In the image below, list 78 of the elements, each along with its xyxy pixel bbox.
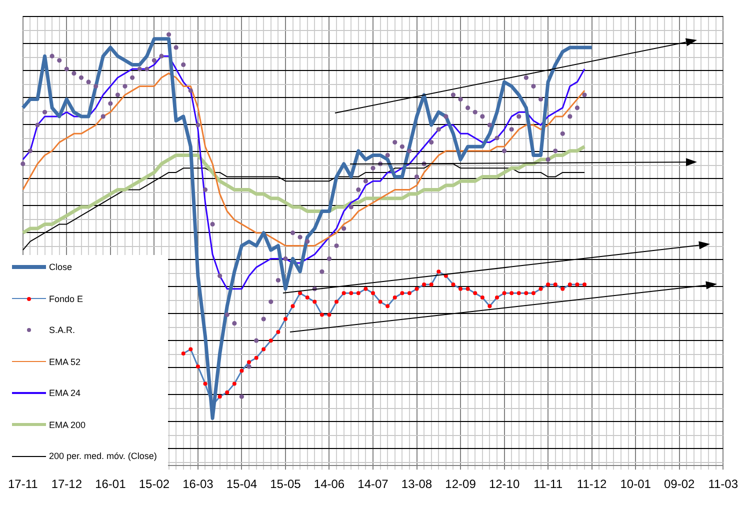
point [488,304,492,308]
point [254,356,258,360]
x-tick-label: 16-01 [95,477,126,492]
point [546,282,550,287]
point [371,291,375,296]
x-tick-label: 12-10 [488,477,520,492]
point [510,291,514,296]
x-tick-label: 09-02 [664,477,696,492]
x-tick-label: 10-01 [620,477,652,492]
point [203,382,208,386]
x-tick-label: 17-11 [8,477,38,492]
point [575,282,580,287]
point [276,330,280,334]
point [524,291,528,296]
point [516,291,521,296]
point [422,282,426,287]
point [181,352,186,356]
point [334,300,339,304]
point [378,300,382,304]
point [473,291,478,296]
point [262,347,266,352]
x-tick-label: 11-11 [534,477,563,492]
point [225,390,230,394]
point [560,286,565,291]
point [538,286,543,291]
point [480,295,484,300]
x-tick-label: 14-07 [358,477,389,492]
point [386,304,390,308]
point [582,282,587,287]
point [218,394,222,399]
point [364,286,368,291]
point [502,291,506,296]
x-tick-label: 13-08 [401,477,432,492]
x-tick-label: 15-02 [138,477,170,492]
point [240,368,244,373]
point [327,312,332,317]
point [429,282,434,287]
legend-label: 200 per. med. móv. (Close) [49,451,157,461]
point [392,295,397,300]
point [400,291,404,296]
point [356,291,360,296]
legend-label: EMA 200 [49,420,86,430]
x-tick-label: 14-06 [314,477,345,492]
point [305,295,310,300]
point [466,286,470,291]
point [290,304,295,308]
point [283,317,288,322]
point [312,300,317,304]
point [414,286,419,291]
point [247,360,252,364]
legend-label: Fondo E [49,294,84,304]
point [298,291,302,296]
point [458,286,463,291]
x-tick-label: 12-09 [445,477,476,492]
legend-label: Close [49,262,72,272]
point [436,270,441,274]
point [232,382,236,386]
point [451,282,456,287]
point [407,291,412,296]
point [494,295,499,300]
x-tick-label: 11-12 [576,477,608,492]
point [342,291,346,296]
x-tick-label: 11-03 [708,477,738,492]
x-tick-label: 15-04 [226,477,258,492]
point [568,282,572,287]
x-tick-label: 15-05 [270,477,302,492]
x-tick-label: 16-03 [182,477,214,492]
legend-label: EMA 24 [49,388,81,398]
point [188,347,193,352]
x-tick-label: 17-12 [51,477,82,492]
point [196,364,200,368]
legend-label: EMA 52 [49,356,81,366]
point [320,312,324,317]
point [553,282,558,287]
point [349,291,354,296]
point [531,291,536,296]
point [268,338,273,343]
legend-label: S.A.R. [49,325,76,335]
